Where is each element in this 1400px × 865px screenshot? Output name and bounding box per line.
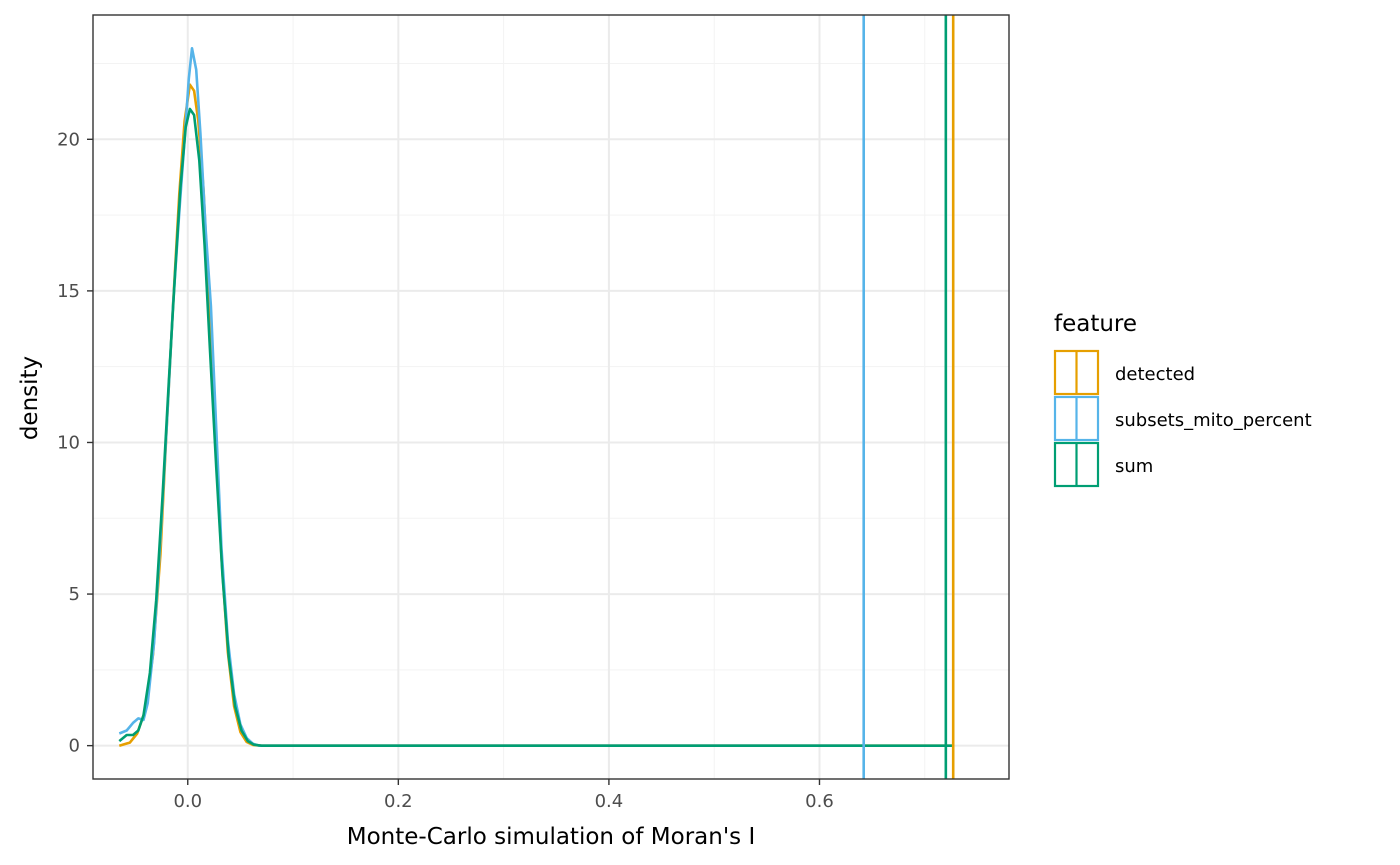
density-line-sum: [118, 107, 954, 747]
x-axis-title: Monte-Carlo simulation of Moran's I: [347, 824, 755, 850]
x-tick-label: 0.0: [173, 791, 202, 812]
y-tick-label: 20: [57, 129, 80, 150]
legend-label: subsets_mito_percent: [1115, 410, 1312, 431]
y-axis-title: density: [17, 356, 43, 440]
legend-label: sum: [1115, 456, 1153, 477]
x-tick-label: 0.2: [384, 791, 413, 812]
legend-item-sum: sum: [1053, 441, 1153, 488]
legend-item-detected: detected: [1053, 349, 1195, 396]
panel-background: [93, 15, 1009, 779]
y-tick-label: 5: [69, 584, 80, 605]
legend-label: detected: [1115, 364, 1195, 385]
y-tick-label: 15: [57, 281, 80, 302]
legend-item-subsets_mito_percent: subsets_mito_percent: [1053, 395, 1312, 442]
axes: 0.0 0.2 0.4 0.6 0 5 10 15 20: [57, 14, 1010, 812]
x-tick-label: 0.4: [595, 791, 624, 812]
y-tick-label: 10: [57, 432, 80, 453]
x-tick-label: 0.6: [805, 791, 834, 812]
plot-area: [93, 15, 1009, 779]
y-tick-label: 0: [69, 736, 80, 757]
panel-border: [92, 14, 1010, 780]
legend-title: feature: [1054, 311, 1137, 337]
